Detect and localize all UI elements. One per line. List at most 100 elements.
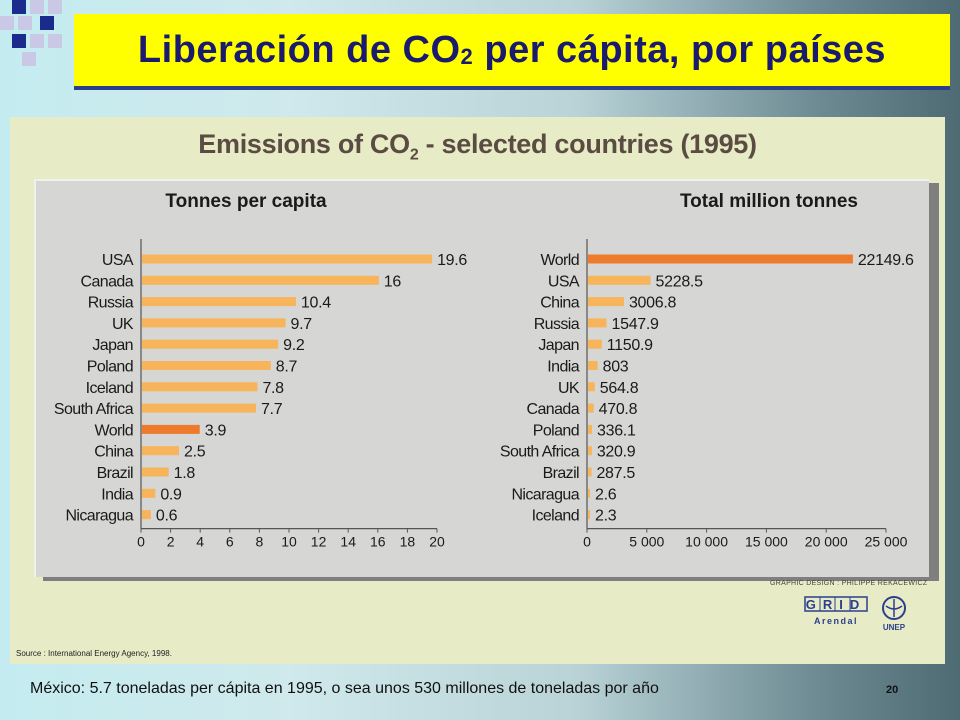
category-label: Russia — [88, 295, 134, 312]
category-label: India — [547, 359, 579, 376]
x-tick-label: 4 — [196, 534, 204, 550]
deco-square — [12, 0, 26, 14]
category-label: Poland — [87, 359, 133, 376]
value-label: 9.2 — [283, 337, 305, 354]
deco-square — [30, 0, 44, 14]
value-label: 2.6 — [595, 486, 617, 503]
bar — [142, 382, 258, 392]
slide-title: Liberación de CO2 per cápita, por países — [137, 28, 887, 71]
value-label: 320.9 — [597, 444, 636, 461]
bar — [588, 488, 590, 498]
x-tick-label: 0 — [583, 534, 591, 550]
chart-frame: Tonnes per capita 0 2 4 6 8 10 12 14 16 18 20 USA 19.… — [34, 179, 929, 577]
x-tick-label: 10 — [281, 534, 297, 550]
svg-text:GRID: GRID — [806, 597, 867, 612]
value-label: 3.9 — [205, 422, 227, 439]
bar — [588, 467, 592, 477]
x-tick-label: 6 — [226, 534, 234, 550]
category-label: Poland — [533, 422, 579, 439]
deco-square — [48, 34, 62, 48]
category-label: World — [95, 422, 134, 439]
value-label: 10.4 — [301, 295, 331, 312]
category-label: Canada — [527, 401, 580, 418]
chart-title: Tonnes per capita — [165, 191, 327, 212]
bar — [588, 382, 595, 392]
value-label: 16 — [384, 273, 402, 290]
grid-arendal-logo: GRID Arendal — [804, 595, 870, 629]
x-tick-label: 5 000 — [629, 534, 664, 550]
bar — [588, 339, 602, 349]
page-number: 20 — [886, 684, 899, 696]
value-label: 7.7 — [261, 401, 283, 418]
category-label: Brazil — [97, 465, 133, 482]
bar — [142, 361, 271, 370]
deco-square — [40, 16, 54, 30]
x-tick-label: 18 — [400, 534, 416, 550]
x-tick-label: 2 — [167, 534, 175, 550]
value-label: 1547.9 — [612, 316, 660, 333]
value-label: 9.7 — [291, 316, 313, 333]
category-label: Japan — [92, 337, 133, 354]
category-label: South Africa — [54, 401, 134, 418]
category-label: World — [541, 252, 580, 269]
x-tick-label: 16 — [370, 534, 386, 550]
value-label: 2.3 — [595, 508, 617, 525]
category-label: Nicaragua — [65, 508, 133, 525]
value-label: 3006.8 — [629, 295, 677, 312]
figure-panel: Emissions of CO2 - selected countries (1… — [10, 117, 945, 664]
bar — [588, 297, 624, 307]
x-tick-label: 25 000 — [865, 534, 908, 550]
deco-square — [0, 16, 14, 30]
category-label: Nicaragua — [511, 486, 579, 503]
graphic-credit: GRAPHIC DESIGN : PHILIPPE REKACEWICZ — [770, 580, 928, 587]
value-label: 803 — [603, 359, 629, 376]
bar — [142, 467, 169, 477]
bar — [588, 424, 593, 434]
value-label: 2.5 — [184, 444, 206, 461]
category-label: India — [101, 486, 133, 503]
deco-square — [48, 0, 62, 14]
slide-title-bar: Liberación de CO2 per cápita, por países — [74, 14, 950, 90]
bar — [142, 254, 433, 264]
bar — [142, 446, 179, 456]
category-label: Iceland — [532, 508, 579, 525]
value-label: 22149.6 — [858, 252, 914, 269]
value-label: 287.5 — [596, 465, 635, 482]
chart-title: Total million tonnes — [680, 191, 858, 212]
bar — [588, 361, 598, 370]
bar — [588, 275, 651, 285]
x-tick-label: 20 000 — [805, 534, 848, 550]
bar — [142, 339, 279, 349]
category-label: USA — [102, 252, 134, 269]
bar — [142, 297, 296, 307]
bar — [142, 403, 256, 413]
bar — [142, 488, 156, 498]
value-label: 470.8 — [599, 401, 638, 418]
slide-footnote: México: 5.7 toneladas per cápita en 1995… — [30, 680, 659, 697]
value-label: 5228.5 — [656, 273, 704, 290]
svg-text:UNEP: UNEP — [883, 623, 906, 632]
value-label: 19.6 — [437, 252, 467, 269]
bar — [142, 275, 379, 285]
value-label: 0.9 — [160, 486, 182, 503]
x-tick-label: 8 — [256, 534, 264, 550]
deco-square — [12, 34, 26, 48]
x-tick-label: 12 — [311, 534, 327, 550]
charts-svg: Tonnes per capita 0 2 4 6 8 10 12 14 16 18 20 USA 19.… — [54, 191, 914, 550]
bar — [142, 318, 286, 328]
value-label: 1.8 — [174, 465, 196, 482]
x-tick-label: 20 — [429, 534, 445, 550]
value-label: 336.1 — [597, 422, 636, 439]
category-label: Japan — [538, 337, 579, 354]
bar — [588, 446, 592, 456]
value-label: 1150.9 — [607, 337, 653, 354]
deco-square — [18, 16, 32, 30]
value-label: 8.7 — [276, 359, 298, 376]
svg-text:Arendal: Arendal — [814, 616, 858, 626]
bar — [142, 510, 151, 520]
deco-square — [22, 52, 36, 66]
deco-square — [30, 34, 44, 48]
category-label: China — [540, 295, 580, 312]
x-tick-label: 14 — [340, 534, 356, 550]
x-tick-label: 0 — [137, 534, 145, 550]
